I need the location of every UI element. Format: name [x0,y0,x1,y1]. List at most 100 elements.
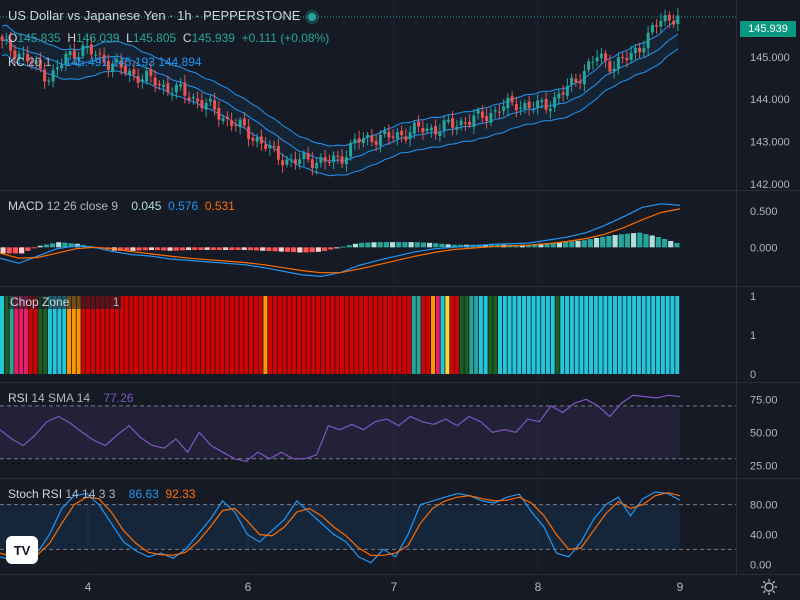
candle-body [489,112,493,123]
macd-histogram-bar [383,242,389,248]
macd-panel[interactable] [0,203,681,278]
candle-body [383,130,387,135]
rsi-panel[interactable] [0,394,736,463]
chop-zone-bar [493,296,498,374]
macd-histogram-bar [402,242,408,248]
macd-histogram-bar [631,233,637,248]
macd-histogram-bar [216,247,223,250]
candle-body [442,120,446,131]
chop-zone-bar [555,296,560,374]
close-value: 145.939 [191,31,235,45]
stoch-rsi-tick-label: 0.00 [750,559,771,571]
macd-histogram-bar [37,245,43,248]
tradingview-logo-icon[interactable]: TV [6,536,38,564]
gear-icon[interactable] [760,578,778,596]
macd-histogram-bar [49,243,56,248]
stoch-rsi-legend[interactable]: Stoch RSI 14 14 3 3 86.63 92.33 [8,487,196,501]
price-tick-label: 145.000 [750,52,790,64]
chop-zone-tick-label: 1 [750,330,756,342]
chop-zone-tick-label: 1 [750,291,756,303]
chop-zone-bar [14,296,19,374]
chop-zone-bar [670,296,675,374]
chop-zone-bar [52,296,57,374]
candle-body [255,137,259,142]
candle-body [157,83,161,86]
macd-histogram-bar [278,247,284,252]
macd-histogram-bar [396,242,402,248]
chop-zone-bar [205,296,210,374]
macd-histogram-bar [31,247,37,249]
stoch-rsi-tick-label: 40.00 [750,529,778,541]
chop-zone-bar [105,296,110,374]
macd-histogram-bar [593,237,600,248]
kc-lower-line [2,48,679,177]
price-axis[interactable]: 145.000144.000143.000142.0000.5000.00011… [750,52,790,571]
macd-histogram-bar [408,242,414,248]
macd-histogram-bar [445,244,451,248]
panel-separators [0,0,800,575]
macd-histogram-bar [192,247,198,250]
candle-body [659,20,663,27]
macd-histogram-bar [550,242,556,248]
chop-zone-bar [675,296,680,374]
chop-zone-bar [114,296,119,374]
macd-histogram-bar [124,247,130,251]
macd-histogram-bar [272,247,278,252]
low-label: L [126,31,133,45]
chop-zone-bar [340,296,344,374]
macd-histogram-bar [142,247,148,251]
candle-body [128,70,132,75]
stoch-rsi-panel[interactable] [0,491,736,564]
macd-legend[interactable]: MACD 12 26 close 9 0.045 0.576 0.531 [8,199,235,213]
candle-body [77,57,81,60]
candle-body [421,127,425,133]
chop-zone-bar [158,296,163,374]
chop-zone-bar [177,296,182,374]
rsi-legend[interactable]: RSI 14 SMA 14 77.26 [8,391,133,405]
rsi-name: RSI [8,391,29,405]
chop-zone-bar [148,296,153,374]
chop-zone-bar [656,296,661,374]
candle-body [540,100,544,102]
price-panel[interactable] [0,8,736,177]
candle-body [434,126,438,135]
kc-legend[interactable]: KC 20 1 145.491 145.193 144.894 [8,55,202,69]
candle-body [625,57,629,61]
candle-body [476,109,480,114]
candle-body [663,15,667,22]
chop-zone-panel[interactable] [0,296,680,374]
stoch-rsi-tick-label: 80.00 [750,500,778,512]
candle-body [561,92,565,95]
open-label: O [8,31,18,45]
chop-zone-bar [426,296,431,374]
candle-body [638,47,642,53]
macd-histogram-bar [346,245,352,248]
candle-body [395,132,399,139]
candle-body [4,39,8,41]
kc-basis-line [2,33,679,162]
chop-zone-bar [598,296,603,374]
candle-body [676,15,680,24]
chop-zone-bar [445,296,450,374]
chop-zone-bar [541,296,546,374]
candle-body [179,84,183,87]
chop-zone-bar [129,296,134,374]
macd-histogram-bar [179,247,185,251]
chop-zone-bar [76,296,81,374]
chop-zone-bar [320,296,325,374]
candle-body [514,104,518,111]
time-axis[interactable]: 4 6 7 8 9 [85,580,684,594]
chop-zone-legend[interactable]: Chop Zone 1 [8,295,122,309]
macd-histogram-bar [581,240,587,248]
candle-body [327,161,331,163]
chop-zone-bar [359,296,364,374]
symbol-title[interactable]: US Dollar vs Japanese Yen · 1h · PEPPERS… [8,8,301,23]
candle-body [336,155,340,157]
macd-histogram-bar [649,235,655,248]
chop-zone-bar [253,296,258,374]
chop-zone-bar [110,296,115,374]
chop-zone-bar [440,296,445,374]
candle-body [302,153,306,159]
macd-histogram-bar [291,247,297,253]
